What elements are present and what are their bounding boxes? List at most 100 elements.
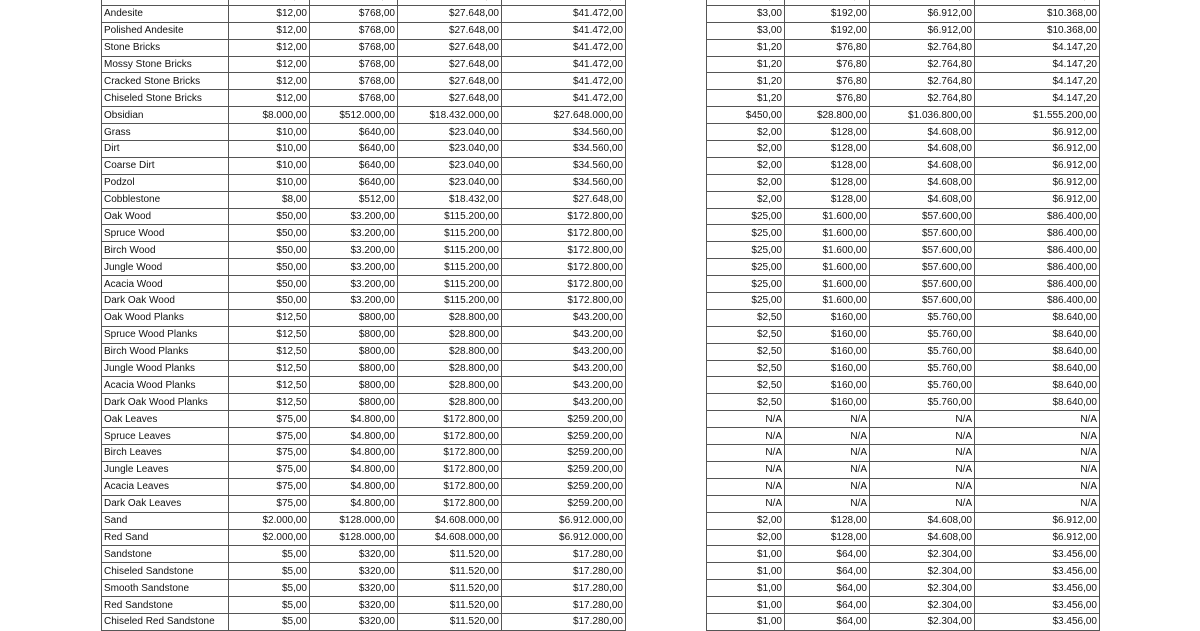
item-name-cell: Oak Wood xyxy=(101,207,229,226)
price-cell: $6.912,00 xyxy=(974,123,1100,142)
price-cell: $4.800,00 xyxy=(309,427,398,446)
price-cell: $6.912,00 xyxy=(974,511,1100,530)
price-cell: $2.764,80 xyxy=(869,38,975,57)
table-row: Cobblestone $8,00 $512,00 $18.432,00 $27.648… xyxy=(101,190,1100,209)
price-cell: $28.800,00 xyxy=(784,106,870,125)
price-cell: $128,00 xyxy=(784,140,870,158)
column-gap xyxy=(625,5,707,23)
table-row: Birch Leaves $75,00 $4.800,00 $172.800,00 $2… xyxy=(101,444,1100,462)
price-cell: $768,00 xyxy=(309,38,398,57)
price-cell: $3,00 xyxy=(706,21,785,40)
price-cell: $1,20 xyxy=(706,72,785,91)
price-cell: N/A xyxy=(869,494,975,513)
price-cell: $2,50 xyxy=(706,393,785,412)
price-cell: $12,00 xyxy=(228,55,310,74)
column-gap xyxy=(625,39,707,57)
price-cell: $2,00 xyxy=(706,190,785,209)
price-cell: $76,80 xyxy=(784,72,870,91)
price-cell: $3.456,00 xyxy=(974,545,1100,564)
table-row: Oak Wood $50,00 $3.200,00 $115.200,00 $172.8… xyxy=(101,207,1100,226)
price-cell: $1.600,00 xyxy=(784,241,870,260)
price-cell: $1,00 xyxy=(706,562,785,581)
item-name-cell: Chiseled Sandstone xyxy=(101,562,229,581)
price-cell: $2.304,00 xyxy=(869,612,975,631)
item-name-cell: Smooth Sandstone xyxy=(101,579,229,598)
price-cell: $28.800,00 xyxy=(397,359,502,378)
price-cell: $768,00 xyxy=(309,72,398,91)
price-cell: $640,00 xyxy=(309,123,398,142)
price-cell: $43.200,00 xyxy=(501,376,626,395)
price-cell: $3,00 xyxy=(706,4,785,23)
price-cell: $5,00 xyxy=(228,596,310,614)
item-name-cell: Acacia Wood xyxy=(101,275,229,294)
price-cell: $4.608,00 xyxy=(869,190,975,209)
column-gap xyxy=(625,174,707,192)
price-cell: $2.304,00 xyxy=(869,596,975,614)
price-cell: $27.648,00 xyxy=(397,89,502,108)
price-cell: $160,00 xyxy=(784,376,870,395)
price-cell: $172.800,00 xyxy=(397,460,502,479)
price-cell: N/A xyxy=(706,444,785,462)
price-cell: $3.200,00 xyxy=(309,224,398,243)
column-gap xyxy=(625,360,707,377)
column-gap xyxy=(625,191,707,209)
price-cell: $2.304,00 xyxy=(869,579,975,598)
price-cell: $57.600,00 xyxy=(869,241,975,260)
column-gap xyxy=(625,495,707,513)
price-cell: $8.000,00 xyxy=(228,106,310,125)
column-gap xyxy=(625,106,707,124)
column-gap xyxy=(625,562,707,580)
price-cell: $11.520,00 xyxy=(397,579,502,598)
price-cell: $128,00 xyxy=(784,511,870,530)
column-gap xyxy=(625,275,707,293)
price-cell: $115.200,00 xyxy=(397,224,502,243)
price-cell: $25,00 xyxy=(706,241,785,260)
price-cell: $3.200,00 xyxy=(309,292,398,310)
price-cell: N/A xyxy=(974,494,1100,513)
price-cell: $41.472,00 xyxy=(501,38,626,57)
price-cell: $768,00 xyxy=(309,21,398,40)
column-gap xyxy=(625,157,707,175)
column-gap xyxy=(625,444,707,462)
price-cell: $2.764,80 xyxy=(869,72,975,91)
price-cell: $41.472,00 xyxy=(501,21,626,40)
price-cell: $17.280,00 xyxy=(501,612,626,631)
price-cell: $8.640,00 xyxy=(974,376,1100,395)
price-cell: $34.560,00 xyxy=(501,173,626,192)
price-cell: $23.040,00 xyxy=(397,140,502,158)
item-name-cell: Birch Wood Planks xyxy=(101,342,229,361)
price-cell: $128,00 xyxy=(784,173,870,192)
price-cell: $4.147,20 xyxy=(974,72,1100,91)
price-cell: $3.456,00 xyxy=(974,579,1100,598)
price-cell: $41.472,00 xyxy=(501,89,626,108)
price-cell: $57.600,00 xyxy=(869,224,975,243)
price-cell: $6.912,00 xyxy=(869,21,975,40)
table-row: Smooth Sandstone $5,00 $320,00 $11.520,00 $1… xyxy=(101,579,1100,598)
price-cell: $25,00 xyxy=(706,292,785,310)
price-cell: $4.608,00 xyxy=(869,173,975,192)
price-cell: $75,00 xyxy=(228,460,310,479)
table-row: Andesite $12,00 $768,00 $27.648,00 $41.472,0… xyxy=(101,4,1100,23)
price-cell: $3.200,00 xyxy=(309,207,398,226)
price-cell: $75,00 xyxy=(228,477,310,496)
price-cell: $12,00 xyxy=(228,38,310,57)
item-name-cell: Chiseled Stone Bricks xyxy=(101,89,229,108)
price-cell: N/A xyxy=(974,444,1100,462)
price-cell: $4.608,00 xyxy=(869,511,975,530)
price-cell: $768,00 xyxy=(309,89,398,108)
price-cell: $8.640,00 xyxy=(974,342,1100,361)
price-cell: $2.764,80 xyxy=(869,55,975,74)
price-cell: $640,00 xyxy=(309,140,398,158)
price-cell: $3.456,00 xyxy=(974,596,1100,614)
price-cell: $2,50 xyxy=(706,359,785,378)
table-row: Spruce Wood $50,00 $3.200,00 $115.200,00 $17… xyxy=(101,224,1100,243)
price-cell: $160,00 xyxy=(784,308,870,327)
price-cell: N/A xyxy=(869,477,975,496)
column-gap xyxy=(625,393,707,411)
column-gap xyxy=(625,410,707,428)
price-cell: $12,50 xyxy=(228,325,310,344)
price-cell: $115.200,00 xyxy=(397,292,502,310)
price-cell: $17.280,00 xyxy=(501,562,626,581)
table-row: Red Sand $2.000,00 $128.000,00 $4.608.000,0… xyxy=(101,528,1100,547)
column-gap xyxy=(625,258,707,276)
